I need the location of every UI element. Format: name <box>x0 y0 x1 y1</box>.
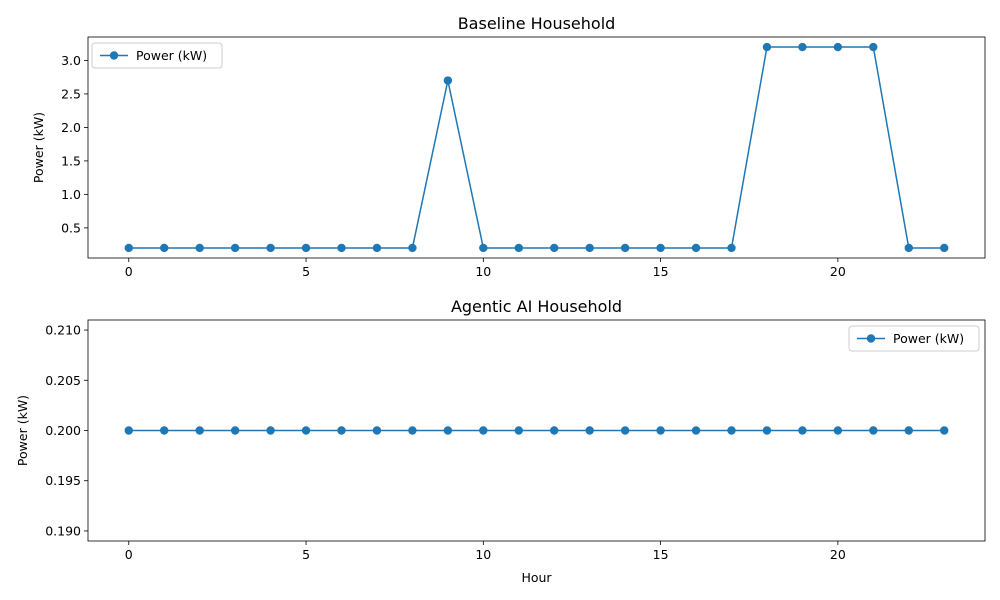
data-point <box>301 243 311 253</box>
data-point <box>514 243 523 253</box>
data-point <box>408 243 417 253</box>
x-tick-label: 10 <box>475 264 491 279</box>
data-point <box>585 243 594 253</box>
data-point <box>550 243 559 253</box>
y-tick-label: 3.0 <box>61 53 81 68</box>
data-point <box>691 243 701 253</box>
data-point <box>443 426 453 435</box>
data-point <box>372 243 382 253</box>
legend-box <box>91 42 223 69</box>
data-point <box>620 426 630 435</box>
data-point <box>160 243 169 253</box>
y-tick-label: 2.5 <box>61 86 81 101</box>
y-tick-label: 2.0 <box>61 120 81 135</box>
x-tick-label: 15 <box>653 264 669 279</box>
legend: Power (kW) <box>91 42 223 69</box>
data-point <box>124 426 133 435</box>
y-axis-label: Power (kW) <box>15 395 30 466</box>
y-tick-label: 0.210 <box>45 323 81 338</box>
data-point <box>337 426 346 435</box>
data-point <box>904 426 913 435</box>
data-point <box>160 426 169 435</box>
chart-title: Agentic AI Household <box>451 297 622 316</box>
legend-marker-swatch <box>866 334 876 343</box>
agentic-ai-household-chart: Agentic AI Household Power (kW) Hour 0 5 10 15… <box>15 297 986 585</box>
data-point <box>833 426 843 435</box>
data-point <box>869 426 878 435</box>
chart-title: Baseline Household <box>458 14 616 33</box>
series-line <box>128 46 945 249</box>
data-point <box>727 243 736 253</box>
data-point <box>372 426 382 435</box>
data-point <box>266 243 275 253</box>
data-point <box>727 426 736 435</box>
data-point <box>620 243 630 253</box>
legend-label: Power (kW) <box>893 331 964 346</box>
data-point <box>195 426 204 435</box>
data-point <box>691 426 701 435</box>
x-tick-label: 20 <box>830 264 846 279</box>
data-point <box>266 426 275 435</box>
legend-box <box>848 325 980 352</box>
data-point <box>301 426 311 435</box>
data-point <box>762 42 772 52</box>
data-point <box>798 42 807 52</box>
data-point <box>514 426 523 435</box>
x-tick-label: 5 <box>302 264 310 279</box>
x-axis-label: Hour <box>521 570 552 585</box>
data-point <box>940 426 949 435</box>
y-tick-label: 1.5 <box>61 153 81 168</box>
data-point <box>904 243 913 253</box>
data-point <box>585 426 594 435</box>
data-point <box>656 243 665 253</box>
y-axis-label: Power (kW) <box>31 112 46 183</box>
x-tick-label: 0 <box>125 264 133 279</box>
data-point <box>798 426 807 435</box>
y-tick-label: 0.205 <box>45 373 81 388</box>
data-point <box>656 426 665 435</box>
data-point <box>940 243 949 253</box>
data-point <box>762 426 772 435</box>
data-point <box>408 426 417 435</box>
y-tick-label: 0.195 <box>45 473 81 488</box>
data-point <box>833 42 843 52</box>
x-tick-label: 20 <box>830 547 846 562</box>
data-point <box>479 426 488 435</box>
data-point <box>337 243 346 253</box>
data-point <box>124 243 133 253</box>
data-point <box>550 426 559 435</box>
legend: Power (kW) <box>848 325 980 352</box>
y-tick-label: 1.0 <box>61 187 81 202</box>
data-point <box>869 42 878 52</box>
axes-frame <box>87 319 986 542</box>
x-tick-label: 0 <box>125 547 133 562</box>
y-tick-label: 0.190 <box>45 523 81 538</box>
legend-marker-swatch <box>109 51 119 60</box>
data-point <box>443 76 453 85</box>
y-tick-label: 0.200 <box>45 423 81 438</box>
data-point <box>230 243 240 253</box>
data-point <box>230 426 240 435</box>
data-point <box>479 243 488 253</box>
y-tick-label: 0.5 <box>61 220 81 235</box>
x-tick-label: 10 <box>475 547 491 562</box>
baseline-household-chart: Baseline Household Power (kW) 0 5 10 15 20 0.5 1… <box>31 14 986 279</box>
x-tick-label: 5 <box>302 547 310 562</box>
axes-frame <box>87 36 986 259</box>
x-tick-label: 15 <box>653 547 669 562</box>
data-point <box>195 243 204 253</box>
legend-label: Power (kW) <box>136 48 207 63</box>
